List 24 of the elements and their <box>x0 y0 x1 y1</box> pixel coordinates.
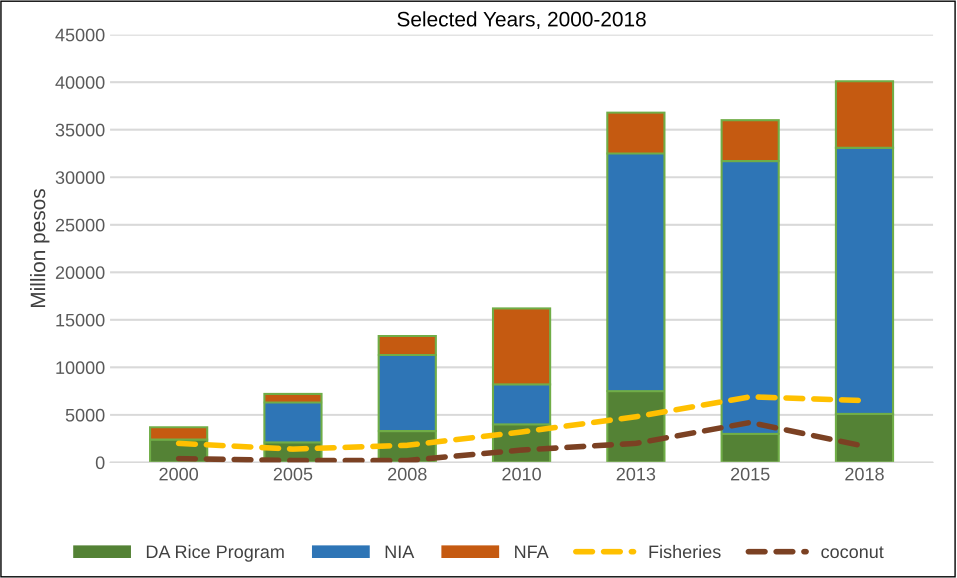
y-tick-label: 5000 <box>66 408 104 422</box>
legend-label: NFA <box>515 546 549 558</box>
x-tick-label: 2015 <box>731 468 770 481</box>
legend-label: coconut <box>821 546 884 558</box>
y-tick-label: 15000 <box>56 314 104 327</box>
x-tick-label: 2013 <box>616 468 656 481</box>
y-tick-label: 40000 <box>55 76 104 89</box>
y-tick-label: 30000 <box>56 171 104 184</box>
x-tick-label: 2000 <box>159 468 198 481</box>
x-tick-label: 2008 <box>388 468 427 481</box>
x-tick-label: 2018 <box>845 468 884 481</box>
x-tick-label: 2005 <box>274 468 312 481</box>
x-tick-label: 2010 <box>502 468 541 481</box>
chart-title: Selected Years, 2000-2018 <box>397 11 646 30</box>
legend-label: DA Rice Program <box>146 544 284 562</box>
y-tick-label: 35000 <box>56 124 104 136</box>
y-axis-title: Million pesos <box>30 189 50 308</box>
legend-label: NIA <box>386 546 414 558</box>
legend-label: Fisheries <box>650 544 721 558</box>
y-tick-label: 10000 <box>56 361 104 374</box>
y-tick-label: 0 <box>96 456 104 470</box>
y-tick-label: 45000 <box>55 28 104 42</box>
y-tick-label: 20000 <box>56 266 104 280</box>
y-tick-label: 25000 <box>56 218 104 232</box>
